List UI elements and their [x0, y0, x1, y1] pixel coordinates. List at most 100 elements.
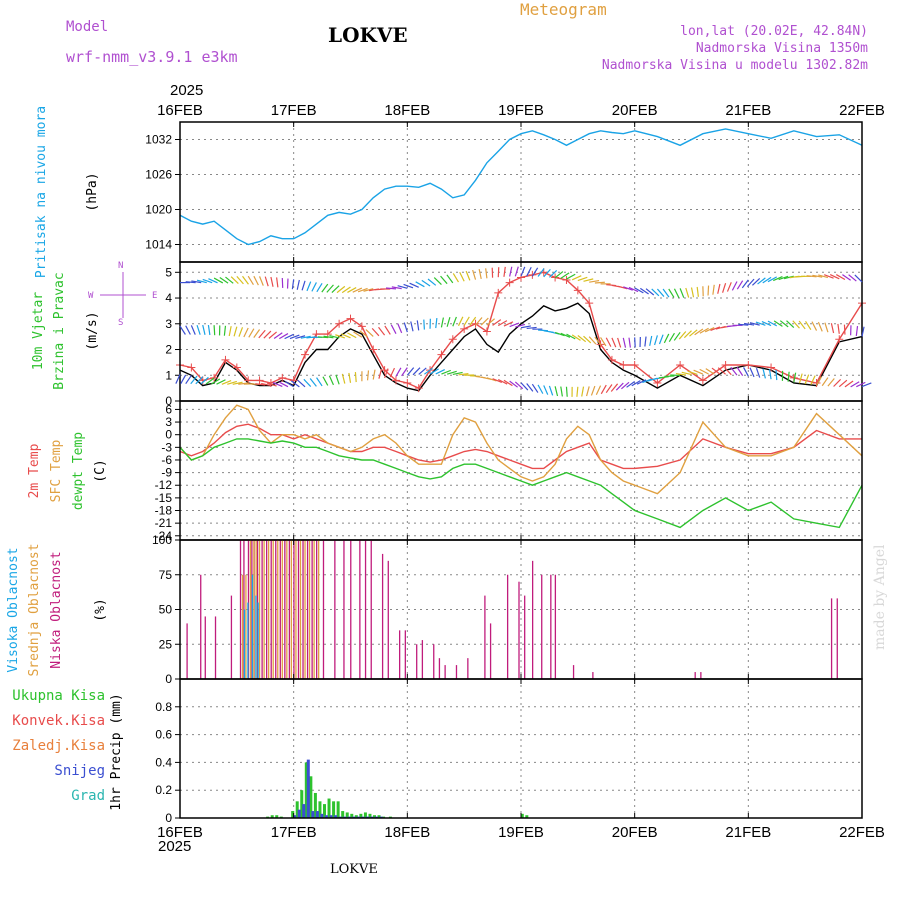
gust-marker: [698, 376, 707, 385]
wind-arrow: [273, 332, 283, 340]
elevation-text: Nadmorska Visina 1350m: [695, 41, 868, 56]
wind-arrow: [644, 336, 647, 347]
precip-legend-3: Snijeg: [54, 763, 105, 779]
wind-arrow: [744, 322, 755, 326]
wind-arrow: [243, 327, 249, 338]
gust-marker: [471, 319, 480, 328]
gust-marker: [312, 330, 321, 339]
wind-arrow: [783, 275, 794, 280]
wind-arrow: [856, 381, 866, 388]
date-label-top: 18FEB: [384, 102, 430, 119]
wind-arrow: [225, 276, 234, 284]
wind-arrow: [341, 286, 351, 294]
wind-arrow: [472, 269, 477, 280]
wind-arrow: [515, 323, 526, 328]
wind-arrow: [571, 334, 581, 341]
wind-arrow: [526, 266, 532, 277]
wind-arrow: [486, 318, 495, 326]
date-label-top: 20FEB: [612, 102, 658, 119]
wind-arrow: [336, 285, 346, 294]
wind-arrow: [786, 320, 795, 328]
wind-arrow: [441, 369, 451, 375]
wind-arrow: [276, 277, 279, 288]
wind-arrow: [675, 372, 686, 376]
wind-arrow: [687, 370, 698, 375]
date-label-bottom: 16FEB: [157, 824, 203, 841]
wind-arrow: [600, 337, 607, 347]
wind-arrow: [458, 373, 469, 376]
wind-arrow: [520, 266, 526, 277]
gust-marker: [676, 360, 685, 369]
wind-arrow: [560, 272, 570, 279]
wind-arrow: [297, 379, 306, 388]
gust-marker: [482, 327, 491, 336]
wind-arrow: [628, 337, 631, 348]
wind-arrow: [712, 284, 715, 295]
wind-arrow: [272, 382, 283, 387]
wind-arrow: [410, 321, 414, 332]
wind-arrow: [190, 325, 196, 335]
wind-arrow: [731, 281, 738, 291]
wind-arrow: [323, 335, 334, 339]
gust-marker: [630, 360, 639, 369]
gust-marker: [653, 378, 662, 387]
gust-marker: [448, 335, 457, 344]
wind-arrow: [295, 335, 306, 339]
wind-arrow: [492, 378, 503, 384]
wind-arrow: [202, 324, 206, 335]
wind-arrow: [696, 286, 699, 297]
wind-arrow: [631, 380, 641, 387]
wind-arrow: [531, 267, 539, 277]
wind-arrow: [452, 316, 457, 327]
wind-arrow: [412, 367, 421, 376]
wind-arrow: [595, 385, 602, 395]
date-label-bottom: 22FEB: [839, 824, 885, 841]
wind-arrow: [291, 279, 295, 290]
wind-arrow: [196, 279, 207, 284]
wind-arrow: [509, 380, 518, 388]
wind-arrow: [861, 326, 865, 337]
wind-arrow: [259, 276, 264, 286]
wind-arrow: [335, 334, 346, 339]
wind-arrow: [446, 370, 457, 375]
wind-arrow: [424, 367, 433, 375]
wind-arrow: [589, 279, 600, 283]
wind-arrow: [435, 369, 445, 375]
wind-arrow: [812, 274, 823, 278]
gust-marker: [403, 378, 412, 387]
wind-arrow: [798, 373, 803, 384]
y-tick-label: 0: [165, 394, 172, 408]
wind-arrow: [365, 329, 374, 337]
wind-arrow: [835, 274, 846, 281]
wind-arrow: [371, 328, 380, 337]
wind-arrow: [208, 278, 218, 284]
y-tick-label: 1014: [145, 238, 172, 252]
wind-arrow: [673, 288, 680, 298]
wind-arrow: [284, 333, 294, 340]
wind-arrow: [821, 377, 829, 387]
wind-arrow: [347, 287, 357, 293]
wind-arrow: [738, 323, 749, 326]
wind-arrow: [830, 323, 835, 334]
wind-arrow: [537, 384, 544, 394]
date-label-bottom: 20FEB: [612, 824, 658, 841]
y-tick-label: 0.2: [155, 783, 172, 797]
wind-subtitle: Brzina i Pravac: [52, 272, 67, 389]
wind-arrow: [390, 324, 397, 334]
wind-arrow: [200, 376, 209, 385]
gust-marker: [414, 384, 423, 393]
wind-arrow: [605, 337, 612, 347]
wind-arrow: [762, 368, 766, 379]
y-tick-label: 0.4: [155, 755, 172, 769]
wind-arrow: [497, 320, 508, 327]
wind-arrow: [403, 322, 408, 333]
wind-arrow: [210, 378, 221, 385]
y-tick-label: 1026: [145, 168, 172, 182]
wind-arrow: [328, 375, 334, 386]
wind-arrow: [645, 288, 655, 296]
wind-arrow: [566, 333, 576, 340]
y-tick-label: 50: [159, 603, 173, 617]
wind-arrow: [690, 287, 695, 298]
wind-arrow: [861, 382, 872, 388]
wind-arrow: [258, 329, 266, 339]
